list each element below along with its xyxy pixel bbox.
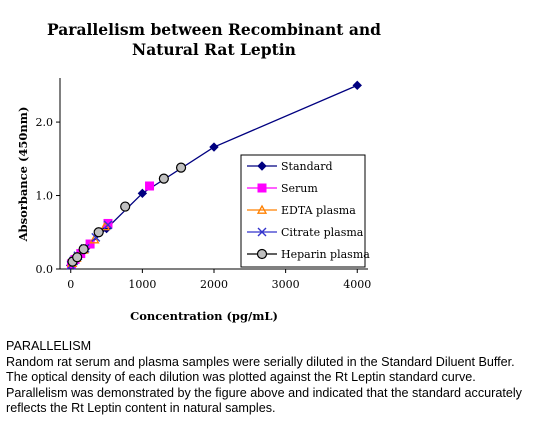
legend-marker xyxy=(256,248,268,260)
caption: PARALLELISM Random rat serum and plasma … xyxy=(6,339,530,417)
x-tick-label: 3000 xyxy=(272,278,300,291)
legend-box xyxy=(240,154,366,268)
data-point-series-2 xyxy=(89,234,100,244)
data-point-series-1 xyxy=(145,181,155,191)
data-point-series-4 xyxy=(158,173,169,184)
data-point-series-0 xyxy=(352,80,362,91)
legend-label: Citrate plasma xyxy=(281,226,364,239)
legend-marker xyxy=(256,204,268,214)
legend: Standard Serum EDTA plasma Citrate plasma He… xyxy=(240,154,370,268)
x-tick-label: 4000 xyxy=(343,278,371,291)
data-point-series-1 xyxy=(85,239,95,249)
data-point-series-4 xyxy=(175,162,187,173)
data-point-series-0 xyxy=(209,142,219,152)
chart: Parallelism between Recombinant and Natu… xyxy=(16,20,382,323)
legend-label: Serum xyxy=(281,182,318,195)
x-tick-label: 1000 xyxy=(128,278,156,291)
data-point-series-4 xyxy=(120,201,131,212)
y-tick-label: 0.0 xyxy=(36,263,54,276)
chart-title-line-1: Parallelism between Recombinant and xyxy=(47,20,381,39)
data-point-series-3 xyxy=(103,220,113,230)
caption-heading: PARALLELISM xyxy=(6,339,92,353)
legend-label: Heparin plasma xyxy=(281,248,370,261)
caption-body: Random rat serum and plasma samples were… xyxy=(6,354,522,416)
data-point-series-4 xyxy=(78,244,89,255)
chart-title-line-2: Natural Rat Leptin xyxy=(132,40,296,59)
legend-marker xyxy=(257,183,267,193)
legend-label: Standard xyxy=(281,160,333,173)
x-tick-label: 0 xyxy=(67,278,74,291)
data-point-series-4 xyxy=(72,252,83,263)
legend-marker xyxy=(257,161,267,171)
y-tick-label: 1.0 xyxy=(36,190,54,203)
y-axis-label: Absorbance (450nm) xyxy=(16,107,30,243)
y-tick-label: 2.0 xyxy=(36,116,54,129)
data-point-series-0 xyxy=(137,188,148,199)
data-point-series-4 xyxy=(93,227,104,238)
legend-marker xyxy=(257,227,267,237)
legend-label: EDTA plasma xyxy=(281,204,356,217)
x-axis-label: Concentration (pg/mL) xyxy=(130,309,278,323)
x-tick-label: 2000 xyxy=(200,278,228,291)
